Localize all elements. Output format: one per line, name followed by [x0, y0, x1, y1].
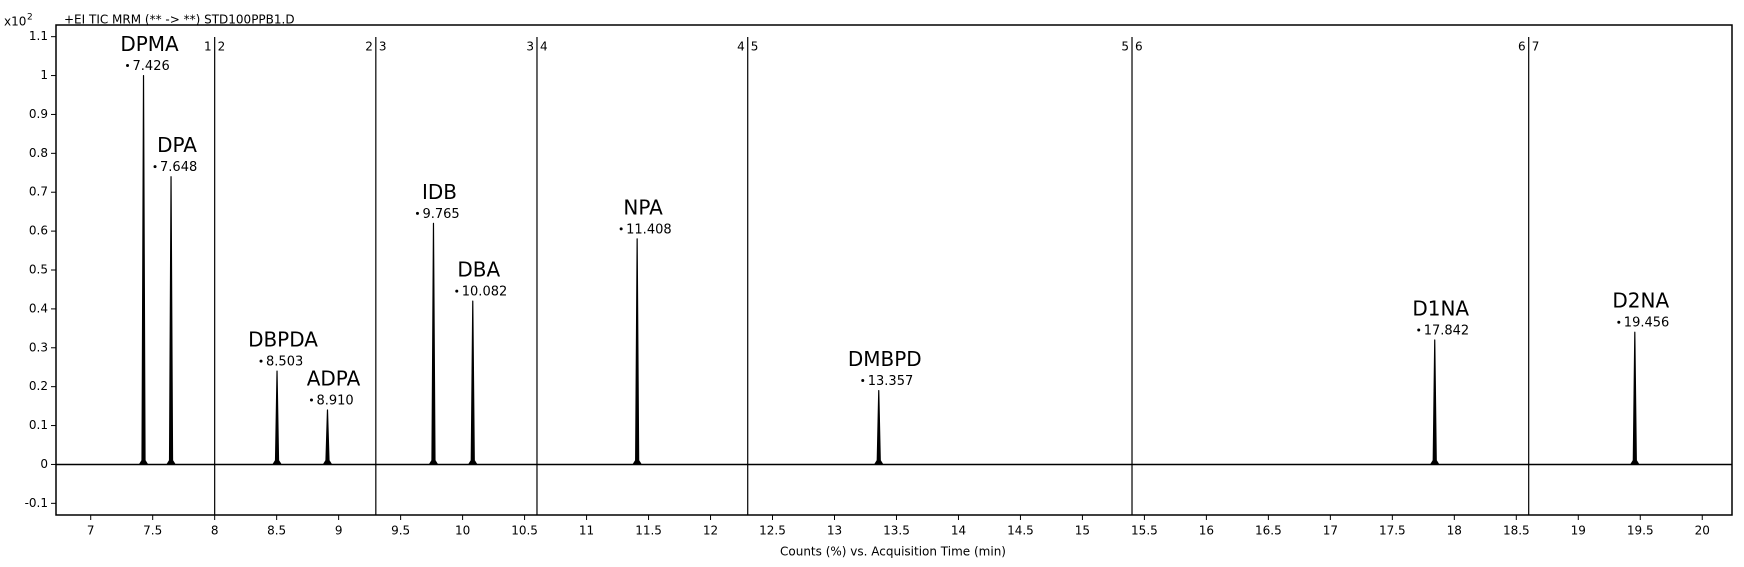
- peak: [272, 370, 282, 466]
- segment-left-label: 6: [1518, 40, 1526, 54]
- x-tick-label: 18.5: [1503, 524, 1530, 538]
- x-tick-label: 19.5: [1627, 524, 1654, 538]
- x-tick-label: 13: [827, 524, 842, 538]
- retention-time-label: 7.648: [160, 160, 197, 175]
- retention-time-label: 10.082: [462, 285, 508, 300]
- y-tick-label: 0: [40, 457, 48, 471]
- y-tick-label: 0.3: [29, 340, 48, 354]
- y-tick-label: 0.1: [29, 418, 48, 432]
- segment-left-label: 5: [1121, 40, 1129, 54]
- x-tick-label: 13.5: [883, 524, 910, 538]
- x-tick-label: 14.5: [1007, 524, 1034, 538]
- peak: [138, 74, 149, 466]
- segment-right-label: 6: [1135, 40, 1143, 54]
- x-tick-label: 15: [1075, 524, 1090, 538]
- segment-right-label: 7: [1532, 40, 1540, 54]
- y-tick-label: 0.2: [29, 379, 48, 393]
- x-tick-label: 11: [579, 524, 594, 538]
- x-tick-label: 8.5: [267, 524, 286, 538]
- x-tick-label: 12: [703, 524, 718, 538]
- x-tick-label: 18: [1447, 524, 1462, 538]
- x-tick-label: 7.5: [143, 524, 162, 538]
- peak: [322, 409, 333, 466]
- y-tick-label: 0.5: [29, 263, 48, 277]
- peak-marker: [1617, 320, 1621, 324]
- x-tick-label: 11.5: [635, 524, 662, 538]
- peak: [874, 389, 884, 466]
- segment-right-label: 4: [540, 40, 548, 54]
- x-tick-label: 20: [1695, 524, 1710, 538]
- y-tick-label: 0.4: [29, 301, 48, 315]
- y-tick-label: 0.7: [29, 185, 48, 199]
- retention-time-label: 13.357: [868, 374, 914, 389]
- x-tick-label: 17.5: [1379, 524, 1406, 538]
- retention-time-label: 8.503: [266, 355, 303, 370]
- y-scale-base: x10: [4, 15, 26, 29]
- peak-marker: [861, 379, 865, 383]
- segment-left-label: 3: [526, 40, 534, 54]
- y-scale-exponent: 2: [27, 13, 33, 23]
- retention-time-label: 19.456: [1624, 316, 1670, 331]
- x-tick-label: 9: [335, 524, 343, 538]
- x-tick-label: 7: [87, 524, 95, 538]
- peak-marker: [153, 165, 157, 169]
- peak-marker: [619, 227, 623, 231]
- x-axis-label: Counts (%) vs. Acquisition Time (min): [780, 545, 1006, 559]
- peak: [632, 238, 642, 466]
- peak-name: D2NA: [1612, 289, 1669, 313]
- segment-right-label: 3: [379, 40, 387, 54]
- x-tick-label: 16.5: [1255, 524, 1282, 538]
- x-tick-label: 19: [1571, 524, 1586, 538]
- segment-right-label: 5: [751, 40, 759, 54]
- y-tick-label: 1: [40, 68, 48, 82]
- plot-frame: [55, 24, 1733, 516]
- y-tick-label: 0.9: [29, 107, 48, 121]
- segment-right-label: 2: [218, 40, 226, 54]
- peak-name: IDB: [422, 180, 457, 204]
- x-tick-label: 14: [951, 524, 966, 538]
- x-tick-label: 10.5: [511, 524, 538, 538]
- peak: [1430, 339, 1440, 466]
- peak-name: DPA: [157, 133, 197, 157]
- peak: [1630, 331, 1640, 466]
- peak-name: DBPDA: [248, 328, 318, 352]
- peak-marker: [309, 398, 313, 402]
- y-tick-label: 1.1: [29, 29, 48, 43]
- x-tick-label: 9.5: [391, 524, 410, 538]
- peak: [166, 176, 176, 466]
- y-tick-label: 0.6: [29, 224, 48, 238]
- segment-left-label: 2: [365, 40, 373, 54]
- x-tick-label: 12.5: [759, 524, 786, 538]
- peak-marker: [455, 289, 459, 293]
- retention-time-label: 9.765: [422, 207, 459, 222]
- x-tick-label: 15.5: [1131, 524, 1158, 538]
- peak-name: NPA: [623, 195, 663, 219]
- peak-marker: [259, 359, 263, 363]
- x-tick-label: 17: [1323, 524, 1338, 538]
- peak-name: DMBPD: [848, 347, 922, 371]
- segment-left-label: 4: [737, 40, 745, 54]
- chart-title: +EI TIC MRM (** -> **) STD100PPB1.D: [64, 13, 295, 27]
- x-tick-label: 16: [1199, 524, 1214, 538]
- retention-time-label: 7.426: [133, 59, 170, 74]
- peak-marker: [1417, 328, 1421, 332]
- x-tick-label: 10: [455, 524, 470, 538]
- retention-time-label: 17.842: [1424, 324, 1470, 339]
- segment-left-label: 1: [204, 40, 212, 54]
- y-tick-label: 0.8: [29, 146, 48, 160]
- peak-marker: [126, 64, 130, 68]
- peak-marker: [415, 211, 419, 215]
- peak-name: DPMA: [120, 32, 179, 56]
- y-tick-label: -0.1: [25, 496, 48, 510]
- retention-time-label: 8.910: [316, 394, 353, 409]
- peak: [428, 222, 439, 466]
- peak-name: DBA: [457, 258, 500, 282]
- x-tick-label: 8: [211, 524, 219, 538]
- peak-name: ADPA: [307, 367, 361, 391]
- peak-name: D1NA: [1412, 297, 1469, 321]
- peak: [468, 300, 478, 466]
- retention-time-label: 11.408: [626, 222, 672, 237]
